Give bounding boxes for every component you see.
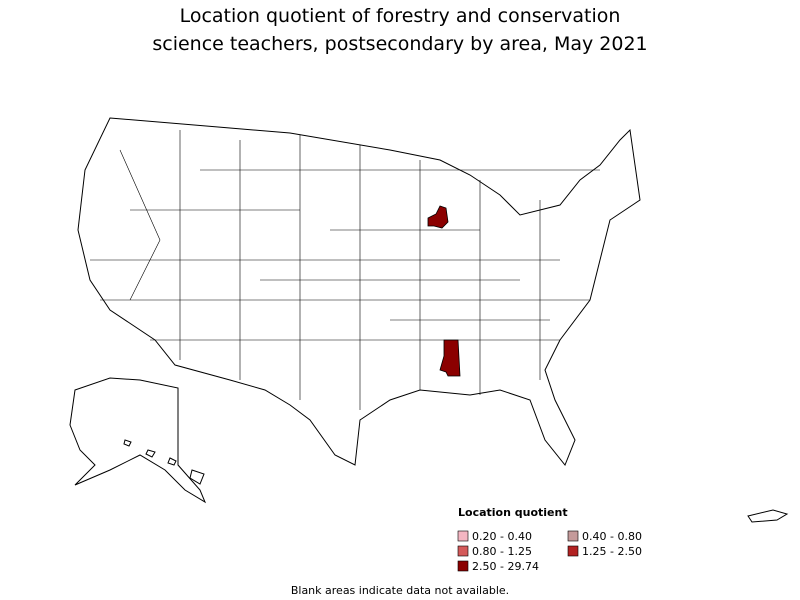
map	[69, 117, 789, 523]
highlighted-area	[427, 205, 449, 229]
area-borders	[90, 130, 600, 410]
contiguous-us	[77, 117, 641, 466]
footnote: Blank areas indicate data not available.	[291, 584, 509, 597]
legend-swatch	[457, 560, 469, 572]
legend-swatch	[457, 545, 469, 557]
legend-title: Location quotient	[458, 506, 568, 519]
legend: 0.20 - 0.40 0.40 - 0.80 0.80 - 1.25 1.25 - …	[457, 530, 642, 573]
legend-label: 2.50 - 29.74	[472, 560, 539, 573]
hawaii	[123, 439, 205, 485]
title-line: science teachers, postsecondary by area,…	[152, 33, 647, 55]
title-line: Location quotient of forestry and conser…	[180, 5, 621, 27]
legend-swatch	[457, 530, 469, 542]
puerto-rico	[747, 509, 789, 523]
legend-label: 0.80 - 1.25	[472, 545, 532, 558]
legend-label: 0.40 - 0.80	[582, 530, 642, 543]
legend-label: 0.20 - 0.40	[472, 530, 532, 543]
legend-label: 1.25 - 2.50	[582, 545, 642, 558]
legend-swatch	[567, 530, 579, 542]
legend-swatch	[567, 545, 579, 557]
highlighted-area	[439, 339, 461, 377]
alaska	[69, 377, 207, 504]
